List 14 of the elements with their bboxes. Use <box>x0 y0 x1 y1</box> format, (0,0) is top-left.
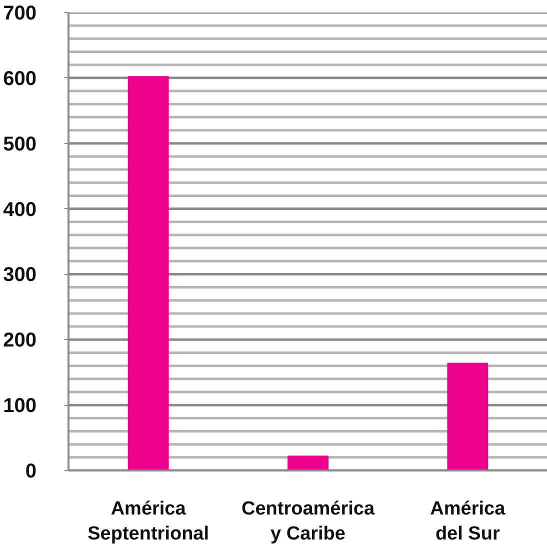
y-tick-label: 300 <box>3 264 37 286</box>
y-tick-label: 100 <box>3 395 37 418</box>
x-tick-label: América Septentrional <box>88 498 210 545</box>
y-tick-label: 500 <box>3 133 37 156</box>
y-tick-label: 200 <box>3 330 37 352</box>
x-tick-label: América del Sur <box>430 498 506 545</box>
y-tick-label: 600 <box>3 68 37 90</box>
y-tick-label: 400 <box>3 198 37 221</box>
bar <box>447 362 488 470</box>
y-tick-label: 0 <box>25 460 36 482</box>
x-tick-label: Centroamérica y Caribe <box>241 498 375 545</box>
y-tick-label: 700 <box>3 2 37 24</box>
bar <box>288 456 328 470</box>
bar <box>128 76 169 470</box>
